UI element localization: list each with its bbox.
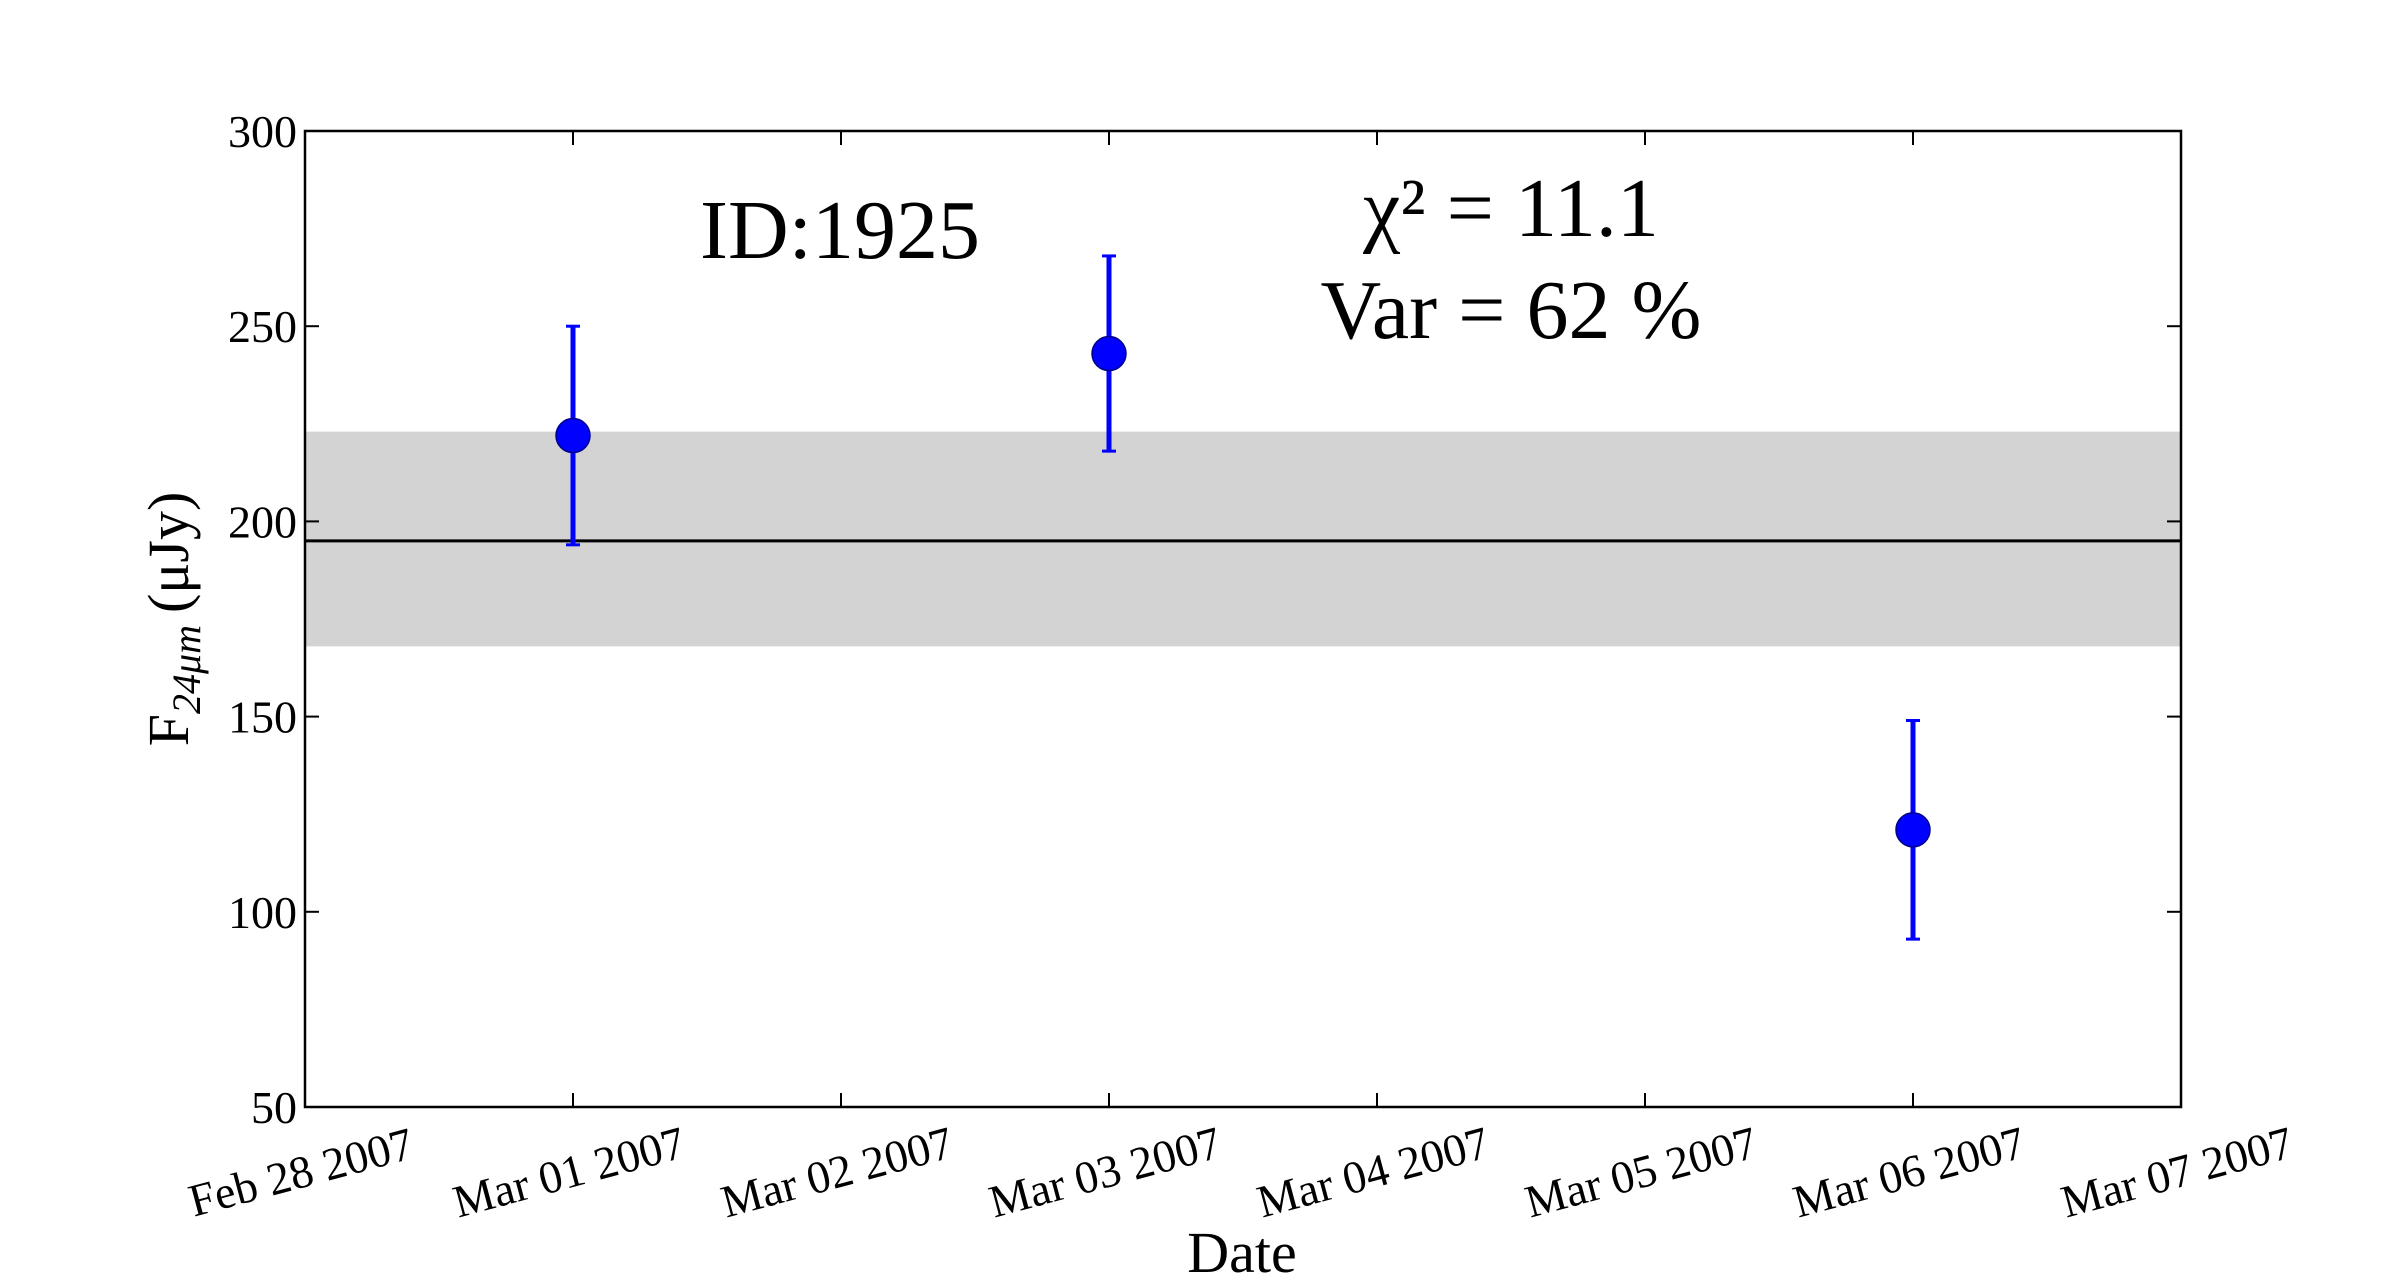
y-tick-label: 100	[228, 887, 297, 938]
id-annotation: ID:1925	[700, 184, 980, 277]
x-tick-label: Mar 05 2007	[1520, 1117, 1763, 1228]
chi2-annotation: χ² = 11.1	[1362, 162, 1659, 255]
x-tick-label: Mar 07 2007	[2056, 1117, 2299, 1228]
variability-band	[305, 431, 2181, 647]
y-tick-label: 50	[251, 1082, 297, 1133]
variability-annotation: Var = 62 %	[1321, 264, 1702, 357]
x-tick-label: Mar 03 2007	[984, 1117, 1227, 1228]
plot-frame	[303, 129, 2183, 1109]
x-tick-label: Mar 04 2007	[1252, 1117, 1495, 1228]
y-tick-label: 200	[228, 496, 297, 547]
x-tick-label: Mar 02 2007	[716, 1117, 959, 1228]
y-label-main: F	[136, 714, 201, 746]
x-tick-label: Mar 01 2007	[448, 1117, 691, 1228]
y-axis-label: F24μm (μJy)	[136, 492, 209, 747]
y-tick-label: 300	[228, 106, 297, 157]
x-tick-label: Mar 06 2007	[1788, 1117, 2031, 1228]
x-axis-label: Date	[1187, 1220, 1297, 1285]
y-label-sub: 24μm	[164, 625, 209, 714]
x-tick-label: Feb 28 2007	[183, 1118, 418, 1227]
data-point	[1895, 812, 1931, 848]
y-tick-label: 250	[228, 301, 297, 352]
y-tick-label: 150	[228, 692, 297, 743]
data-point	[1091, 335, 1127, 372]
y-label-unit: (μJy)	[136, 492, 201, 613]
data-point	[555, 417, 591, 454]
